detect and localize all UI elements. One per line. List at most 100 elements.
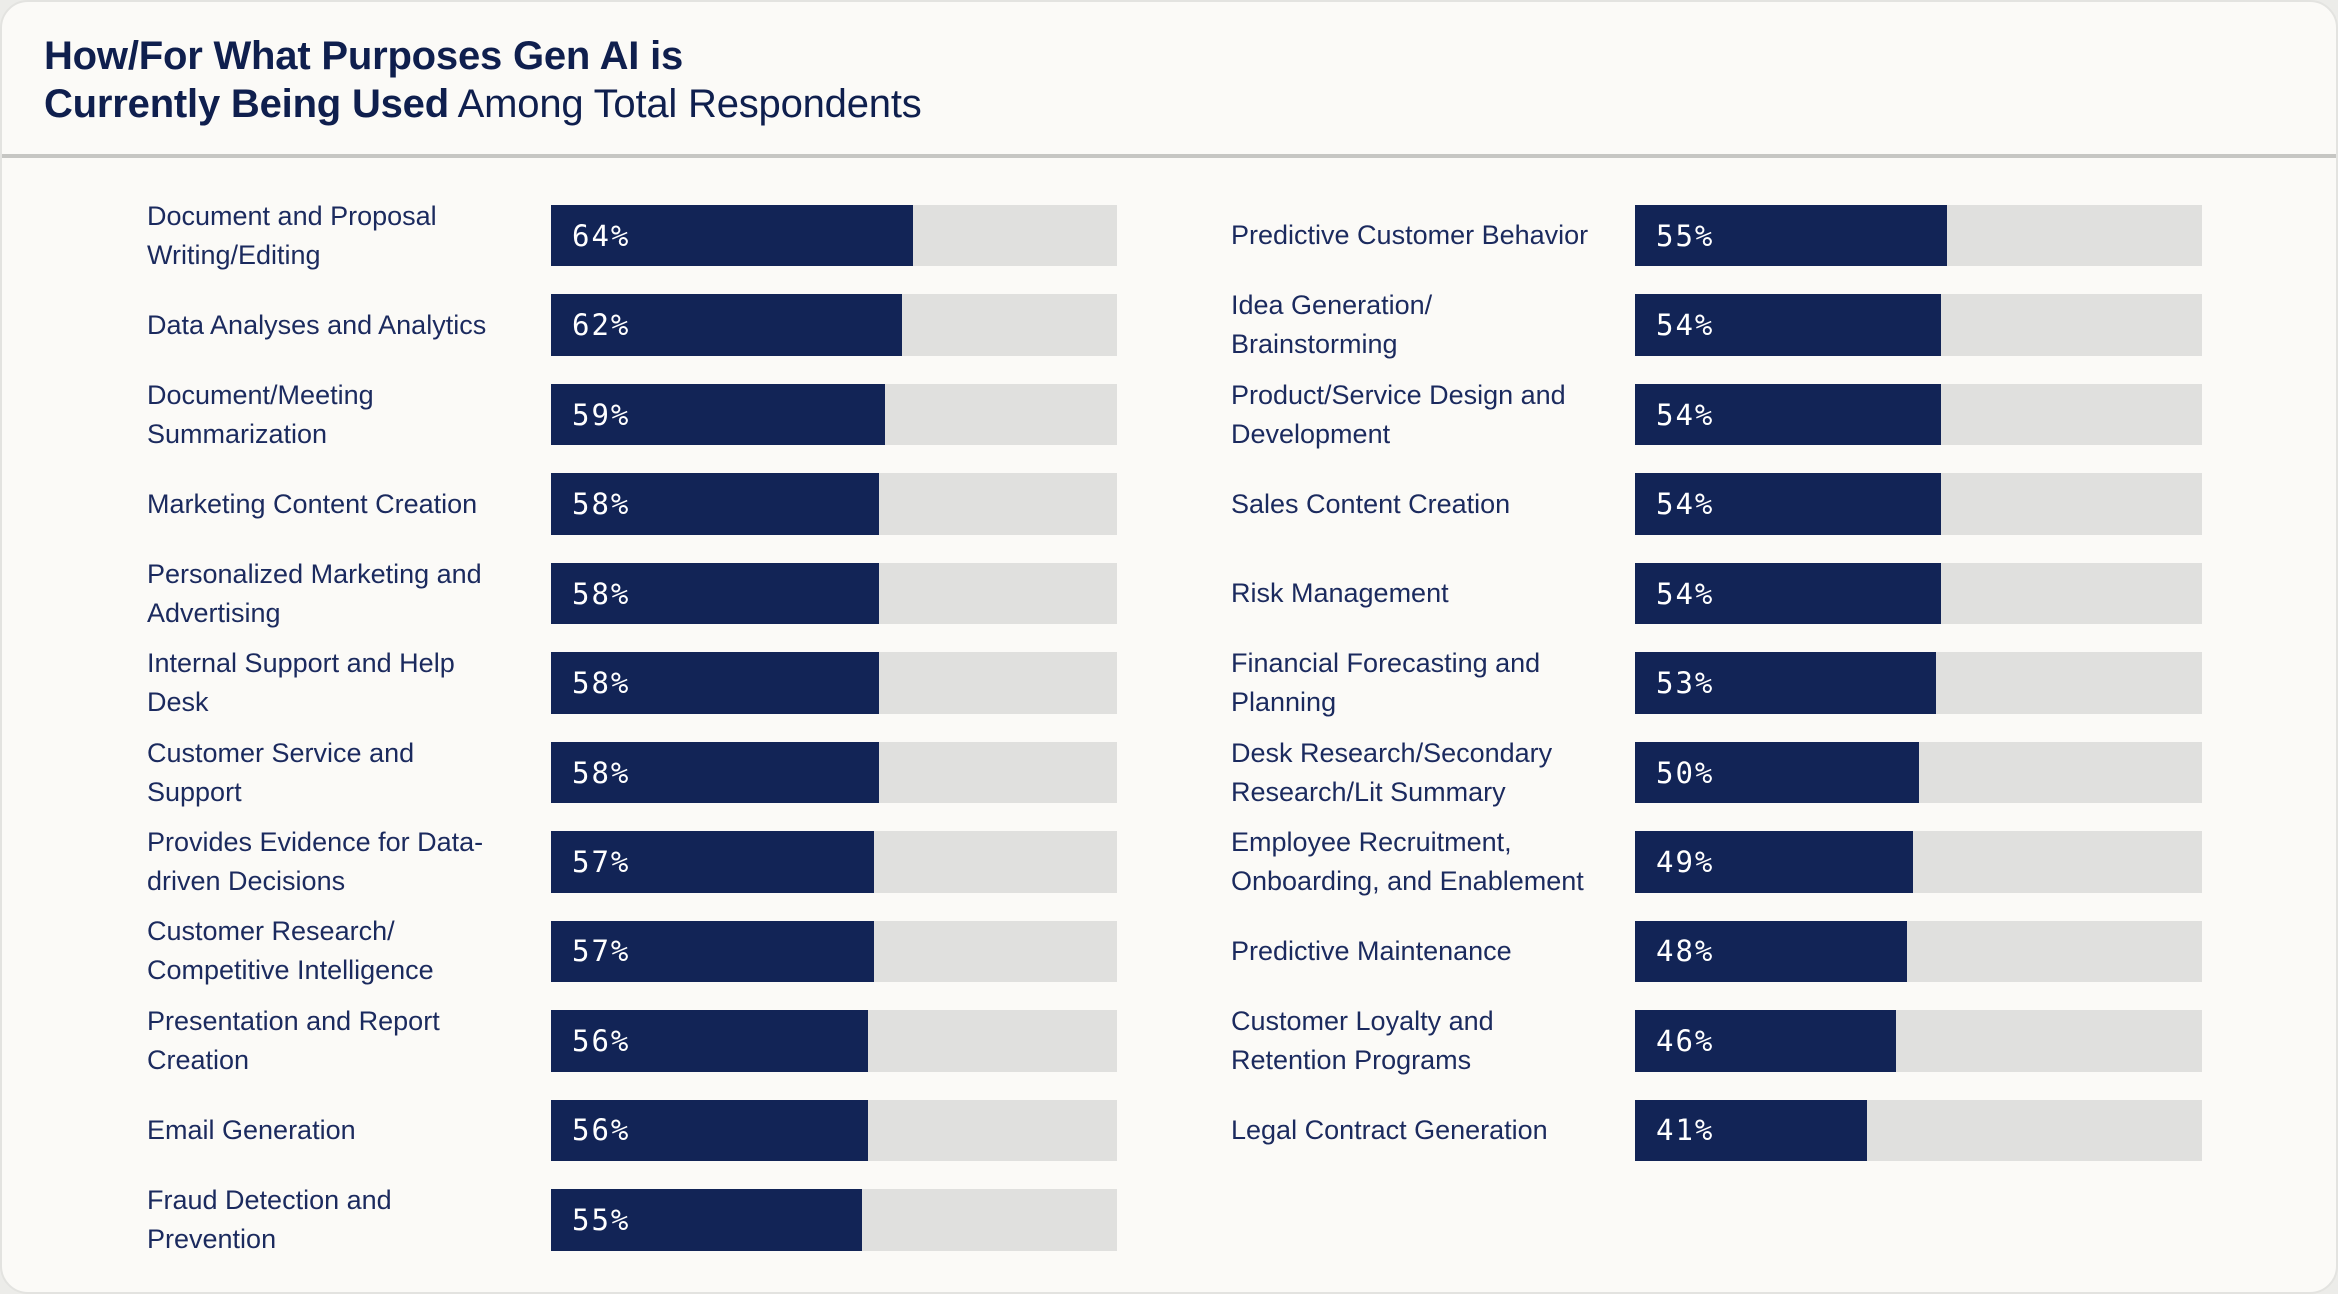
- bar-track: 62%: [551, 294, 1117, 356]
- bar-fill: 59%: [551, 383, 885, 446]
- bar-track: 58%: [551, 652, 1117, 714]
- bar-row: Predictive Customer Behavior 55%: [1231, 205, 2202, 267]
- bar-label: Customer Service and Support: [147, 737, 415, 807]
- bar-track: 55%: [551, 1189, 1117, 1251]
- bar-label: Predictive Maintenance: [1231, 935, 1512, 966]
- bar-track: 46%: [1635, 1010, 2202, 1072]
- bar-value: 54%: [1656, 487, 1715, 522]
- bar-fill: 48%: [1635, 920, 1908, 983]
- bar-value: 58%: [572, 487, 631, 522]
- bar-track: 58%: [551, 473, 1117, 535]
- bar-value: 57%: [572, 844, 631, 879]
- bar-label: Risk Management: [1231, 578, 1449, 609]
- bar-label: Idea Generation/ Brainstorming: [1231, 290, 1433, 360]
- bar-fill: 55%: [1635, 205, 1947, 267]
- bar-track: 53%: [1635, 652, 2202, 714]
- chart-title-line1-bold: How/For What Purposes Gen AI is: [44, 34, 684, 78]
- bar-track: 58%: [551, 562, 1117, 625]
- bar-fill: 50%: [1635, 741, 1919, 804]
- bar-fill: 54%: [1635, 562, 1942, 625]
- bar-track: 54%: [1635, 473, 2202, 535]
- bar-fill: 55%: [551, 1189, 863, 1251]
- chart-title-line2: Currently Being Used Among Total Respond…: [44, 80, 922, 128]
- bar-row: Risk Management 54%: [1231, 562, 2202, 625]
- bar-row: Predictive Maintenance 48%: [1231, 920, 2202, 983]
- bar-label: Customer Research/ Competitive Intellige…: [147, 916, 434, 986]
- bar-label: Product/Service Design and Development: [1231, 379, 1566, 449]
- bar-label: Document and Proposal Writing/Editing: [147, 200, 437, 270]
- bar-fill: 56%: [551, 1099, 868, 1162]
- bar-track: 57%: [551, 920, 1117, 983]
- bar-label: Presentation and Report Creation: [147, 1005, 440, 1075]
- bar-track: 58%: [551, 741, 1117, 804]
- bar-fill: 53%: [1635, 652, 1936, 714]
- bar-label: Marketing Content Creation: [147, 488, 478, 519]
- chart-title-line2-bold: Currently Being Used: [44, 82, 449, 126]
- bar-value: 48%: [1656, 934, 1715, 969]
- bar-fill: 58%: [551, 473, 880, 535]
- bar-value: 54%: [1656, 397, 1715, 432]
- bar-fill: 46%: [1635, 1010, 1896, 1072]
- bar-label: Desk Research/Secondary Research/Lit Sum…: [1231, 737, 1553, 807]
- bar-value: 56%: [572, 1113, 631, 1148]
- bar-column-left: Document and Proposal Writing/Editing 64…: [147, 201, 1117, 1254]
- bar-row: Customer Service and Support 58%: [147, 738, 1117, 807]
- bar-fill: 57%: [551, 920, 874, 983]
- chart-title: How/For What Purposes Gen AI is Currentl…: [44, 32, 922, 128]
- bar-value: 64%: [572, 218, 631, 253]
- bar-fill: 62%: [551, 294, 902, 356]
- bar-fill: 58%: [551, 741, 880, 804]
- bar-row: Idea Generation/ Brainstorming 54%: [1231, 290, 2202, 359]
- bar-label: Provides Evidence for Data- driven Decis…: [147, 826, 484, 896]
- bar-column-right: Predictive Customer Behavior 55% Idea Ge…: [1231, 205, 2202, 1162]
- bar-row: Legal Contract Generation 41%: [1231, 1099, 2202, 1162]
- bar-label: Legal Contract Generation: [1231, 1114, 1548, 1145]
- bar-track: 48%: [1635, 920, 2202, 983]
- bar-row: Document and Proposal Writing/Editing 64…: [147, 201, 1117, 270]
- bar-track: 56%: [551, 1010, 1117, 1072]
- bar-value: 54%: [1656, 308, 1715, 343]
- bar-track: 54%: [1635, 383, 2202, 446]
- bar-label: Document/Meeting Summarization: [147, 379, 374, 449]
- bar-row: Marketing Content Creation 58%: [147, 473, 1117, 535]
- bar-row: Data Analyses and Analytics 62%: [147, 294, 1117, 356]
- bar-value: 55%: [1656, 218, 1715, 253]
- title-divider: [2, 154, 2336, 158]
- bar-row: Personalized Marketing and Advertising 5…: [147, 559, 1117, 628]
- bar-fill: 58%: [551, 562, 880, 625]
- bar-track: 59%: [551, 383, 1117, 446]
- bar-fill: 64%: [551, 205, 914, 267]
- bar-row: Internal Support and Help Desk 58%: [147, 648, 1117, 717]
- bar-track: 64%: [551, 205, 1117, 267]
- bar-label: Email Generation: [147, 1114, 356, 1145]
- bar-value: 58%: [572, 576, 631, 611]
- bar-label: Data Analyses and Analytics: [147, 309, 487, 340]
- bar-value: 55%: [572, 1202, 631, 1237]
- bar-row: Provides Evidence for Data- driven Decis…: [147, 827, 1117, 896]
- bar-track: 56%: [551, 1099, 1117, 1162]
- bar-fill: 57%: [551, 831, 874, 893]
- chart-title-line2-regular: Among Total Respondents: [448, 82, 922, 126]
- bar-value: 58%: [572, 666, 631, 701]
- bar-row: Employee Recruitment, Onboarding, and En…: [1231, 827, 2202, 896]
- bar-value: 46%: [1656, 1023, 1715, 1058]
- bar-row: Presentation and Report Creation 56%: [147, 1006, 1117, 1075]
- bar-row: Product/Service Design and Development 5…: [1231, 380, 2202, 449]
- bar-fill: 56%: [551, 1010, 868, 1072]
- bar-fill: 54%: [1635, 294, 1942, 356]
- bar-track: 54%: [1635, 294, 2202, 356]
- bar-label: Employee Recruitment, Onboarding, and En…: [1231, 826, 1584, 896]
- bar-row: Fraud Detection and Prevention 55%: [147, 1185, 1117, 1254]
- bar-value: 62%: [572, 308, 631, 343]
- bar-row: Financial Forecasting and Planning 53%: [1231, 648, 2202, 717]
- bar-label: Predictive Customer Behavior: [1231, 220, 1589, 251]
- bar-track: 41%: [1635, 1099, 2202, 1162]
- bar-label: Customer Loyalty and Retention Programs: [1231, 1005, 1494, 1075]
- bar-value: 53%: [1656, 666, 1715, 701]
- bar-value: 57%: [572, 934, 631, 969]
- bar-track: 55%: [1635, 205, 2202, 267]
- bar-row: Customer Research/ Competitive Intellige…: [147, 916, 1117, 985]
- bar-label: Financial Forecasting and Planning: [1231, 648, 1541, 718]
- bar-track: 57%: [551, 831, 1117, 893]
- bar-value: 56%: [572, 1023, 631, 1058]
